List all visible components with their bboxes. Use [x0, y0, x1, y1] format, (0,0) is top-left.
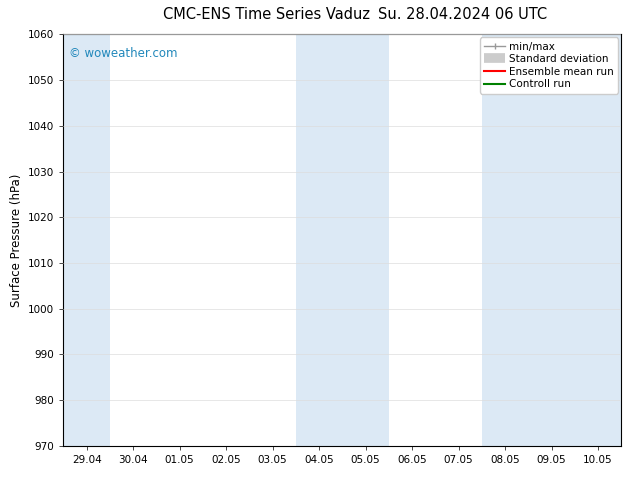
- Bar: [296, 34, 389, 446]
- Text: Su. 28.04.2024 06 UTC: Su. 28.04.2024 06 UTC: [378, 7, 547, 23]
- Bar: [63, 34, 110, 446]
- Text: © woweather.com: © woweather.com: [69, 47, 178, 60]
- Legend: min/max, Standard deviation, Ensemble mean run, Controll run: min/max, Standard deviation, Ensemble me…: [480, 37, 618, 94]
- Y-axis label: Surface Pressure (hPa): Surface Pressure (hPa): [10, 173, 23, 307]
- Text: CMC-ENS Time Series Vaduz: CMC-ENS Time Series Vaduz: [163, 7, 370, 23]
- Bar: [482, 34, 621, 446]
